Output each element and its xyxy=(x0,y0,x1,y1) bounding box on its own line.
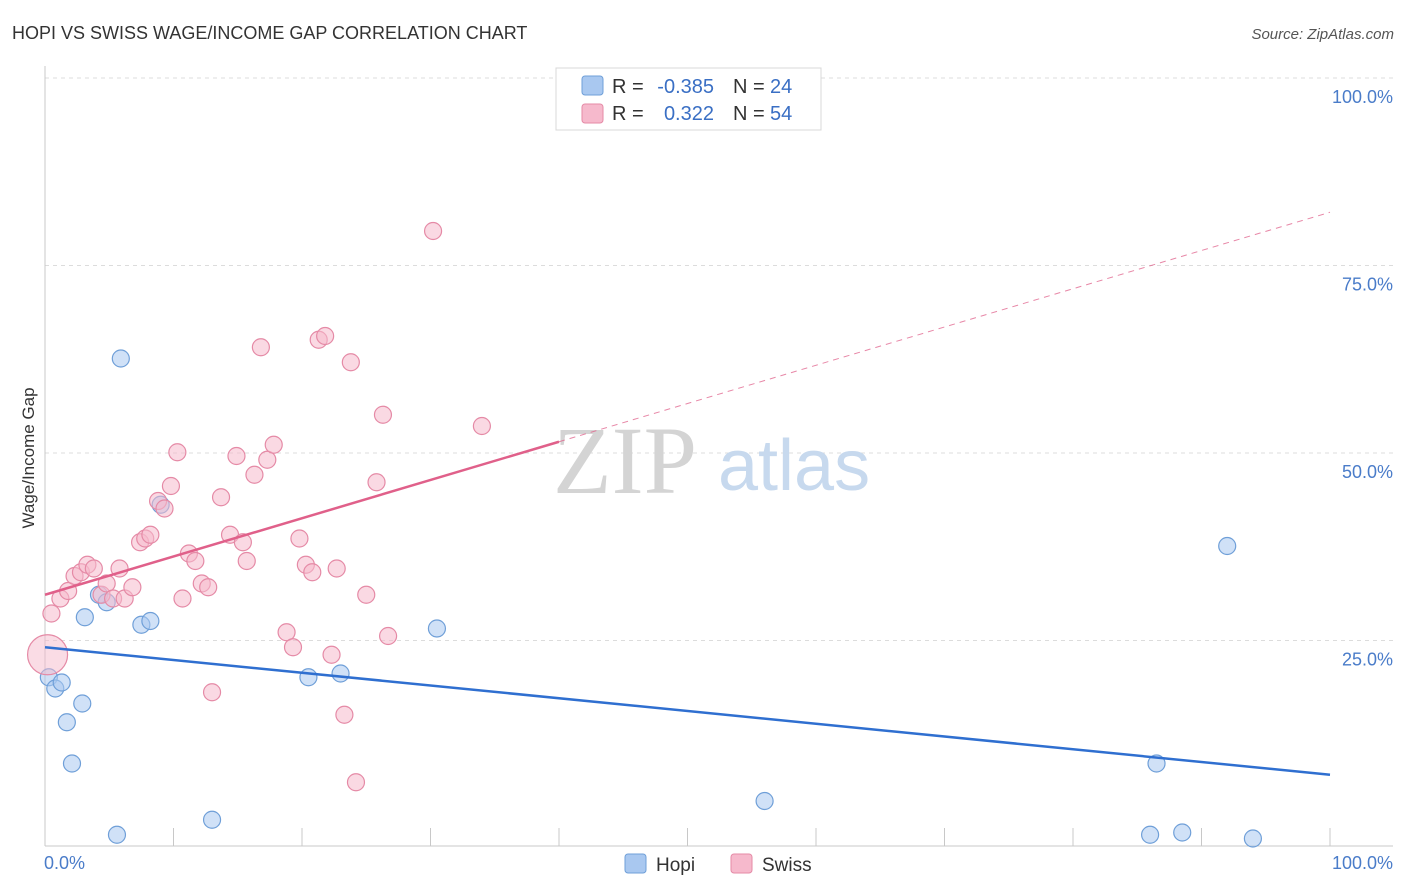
legend-hopi-r-label: R = xyxy=(612,76,644,98)
point-swiss-50 xyxy=(373,405,393,424)
y-tick-label-25: 25.0% xyxy=(1342,650,1393,670)
point-hopi-9 xyxy=(107,825,127,844)
y-tick-label-75: 75.0% xyxy=(1342,275,1393,295)
point-hopi-6 xyxy=(75,608,94,627)
chart-title: HOPI VS SWISS WAGE/INCOME GAP CORRELATIO… xyxy=(12,23,527,43)
point-swiss-37 xyxy=(283,638,303,657)
point-swiss-40 xyxy=(303,563,322,582)
point-hopi-22 xyxy=(1218,536,1237,556)
bottom-legend-swatch-hopi xyxy=(624,853,647,874)
point-hopi-3 xyxy=(57,713,76,732)
point-swiss-26 xyxy=(202,683,222,702)
point-swiss-49 xyxy=(367,473,386,492)
point-swiss-25 xyxy=(199,578,218,597)
watermark-zip: ZIP xyxy=(553,407,697,514)
scatter-points xyxy=(26,221,1263,848)
point-swiss-43 xyxy=(322,645,341,664)
point-hopi-15 xyxy=(299,668,318,687)
legend-hopi-n-value: 24 xyxy=(770,76,792,98)
trend-line-hopi xyxy=(44,646,1331,776)
y-tick-labels: 100.0% 75.0% 50.0% 25.0% xyxy=(1332,87,1393,670)
point-swiss-46 xyxy=(341,353,360,372)
trend-lines xyxy=(44,211,1331,776)
point-swiss-44 xyxy=(327,559,346,578)
point-swiss-7 xyxy=(84,559,103,578)
bottom-legend-swatch-swiss xyxy=(730,853,753,874)
point-hopi-12 xyxy=(141,611,160,631)
point-swiss-47 xyxy=(346,773,366,792)
top-legend: R = -0.385 N = 24 R = 0.322 N = 54 xyxy=(555,67,822,131)
point-swiss-34 xyxy=(258,450,277,469)
x-tick-label-right: 100.0% xyxy=(1332,853,1393,873)
point-swiss-51 xyxy=(378,626,398,646)
point-swiss-23 xyxy=(186,551,205,571)
legend-swiss-n-value: 54 xyxy=(770,103,792,125)
point-hopi-2 xyxy=(52,673,71,692)
point-hopi-5 xyxy=(73,694,92,713)
legend-hopi-r-value: -0.385 xyxy=(657,76,714,98)
point-hopi-20 xyxy=(1147,754,1166,773)
point-swiss-9 xyxy=(97,574,116,593)
point-swiss-20 xyxy=(168,443,187,462)
point-swiss-19 xyxy=(161,476,181,496)
legend-swatch-swiss xyxy=(581,103,604,124)
legend-swiss-n-label: N = xyxy=(733,103,765,125)
point-swiss-33 xyxy=(251,338,270,357)
point-swiss-32 xyxy=(245,465,264,484)
point-hopi-17 xyxy=(427,619,447,638)
point-swiss-35 xyxy=(264,435,283,454)
point-swiss-36 xyxy=(277,623,296,642)
point-hopi-10 xyxy=(111,349,130,368)
legend-hopi-n-label: N = xyxy=(733,76,765,98)
y-tick-label-50: 50.0% xyxy=(1342,462,1393,482)
x-tick-label-left: 0.0% xyxy=(44,853,85,873)
point-hopi-21 xyxy=(1173,823,1192,842)
point-hopi-16 xyxy=(331,664,350,683)
y-tick-label-100: 100.0% xyxy=(1332,87,1393,107)
bottom-legend-swiss: Swiss xyxy=(762,855,812,876)
legend-swiss-r-label: R = xyxy=(612,103,644,125)
axes xyxy=(44,66,1393,847)
point-swiss-31 xyxy=(237,551,256,571)
trend-line-swiss xyxy=(44,440,560,596)
point-swiss-1 xyxy=(42,604,61,623)
bottom-legend-hopi: Hopi xyxy=(656,855,695,876)
y-axis-label: Wage/Income Gap xyxy=(19,387,38,528)
watermark: ZIP atlas xyxy=(553,407,870,514)
point-swiss-52 xyxy=(423,221,443,241)
point-swiss-16 xyxy=(141,525,160,544)
point-hopi-4 xyxy=(62,754,82,773)
point-swiss-27 xyxy=(211,488,231,507)
watermark-atlas: atlas xyxy=(718,426,870,506)
point-swiss-48 xyxy=(357,585,376,604)
bottom-legend: Hopi Swiss xyxy=(624,853,812,876)
point-swiss-45 xyxy=(335,705,354,724)
point-swiss-18 xyxy=(155,499,174,518)
chart-source: Source: ZipAtlas.com xyxy=(1251,26,1394,43)
point-swiss-13 xyxy=(123,578,142,597)
point-swiss-38 xyxy=(290,529,309,548)
trend-line-swiss-extension xyxy=(558,211,1331,443)
point-hopi-14 xyxy=(202,810,222,829)
point-swiss-42 xyxy=(316,326,335,346)
legend-swatch-hopi xyxy=(581,75,604,96)
point-swiss-29 xyxy=(227,446,246,466)
point-hopi-18 xyxy=(755,791,774,811)
point-hopi-19 xyxy=(1140,825,1160,844)
point-swiss-21 xyxy=(173,589,192,608)
point-swiss-0 xyxy=(26,634,69,676)
point-hopi-23 xyxy=(1243,829,1263,848)
point-swiss-53 xyxy=(472,416,491,436)
legend-swiss-r-value: 0.322 xyxy=(664,103,714,125)
